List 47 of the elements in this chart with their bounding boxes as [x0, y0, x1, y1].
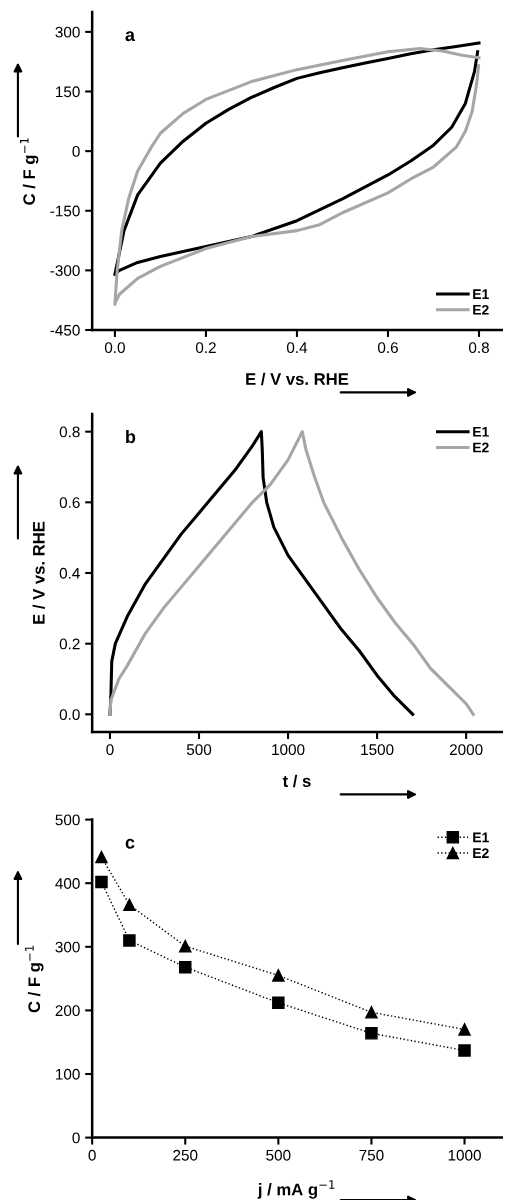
y-tick-label: 100 — [56, 1068, 80, 1080]
x-tick-label: 1000 — [448, 1149, 481, 1161]
legend-label: E2 — [473, 848, 489, 858]
y-tick-label: 150 — [56, 86, 80, 98]
x-axis-title: t / s — [282, 774, 311, 788]
annotation: a — [125, 31, 136, 42]
y-axis-title: C / F g$^{−1}$ — [25, 945, 44, 1013]
x-axis-title: j / mA g$^{−1}$ — [257, 1180, 335, 1199]
y-tick-label: 300 — [55, 941, 80, 953]
y-tick-label: 0.0 — [59, 709, 80, 721]
x-tick-label: 0.6 — [377, 342, 398, 354]
legend-label: E2 — [473, 304, 489, 315]
y-tick-label: 0.8 — [59, 426, 80, 438]
y-tick-label: 200 — [55, 1005, 80, 1017]
legend-label: E1 — [473, 832, 489, 843]
y-axis-title: C / F g$^{−1}$ — [20, 138, 39, 205]
x-tick-label: 2000 — [449, 744, 483, 756]
y-tick-label: 300 — [55, 26, 80, 38]
y-tick-label: 0 — [72, 145, 80, 157]
x-tick-label: 250 — [173, 1149, 198, 1161]
x-tick-label: 1000 — [272, 744, 305, 756]
x-axis-title: E / V vs. RHE — [246, 372, 349, 386]
y-tick-label: -150 — [50, 205, 80, 217]
x-tick-label: 500 — [266, 1149, 291, 1161]
x-tick-label: 0 — [88, 1149, 96, 1161]
y-tick-label: 500 — [55, 814, 80, 826]
y-tick-label: 0.6 — [59, 497, 80, 509]
y-tick-label: -450 — [50, 324, 80, 336]
x-tick-label: 0.8 — [468, 342, 489, 354]
x-tick-label: 1500 — [361, 744, 394, 756]
legend-label: E1 — [473, 427, 489, 437]
x-tick-label: 0.4 — [286, 342, 308, 354]
y-tick-label: 400 — [55, 878, 80, 889]
y-tick-label: 0 — [72, 1132, 80, 1144]
x-tick-label: 0 — [106, 744, 114, 756]
y-tick-label: 0.4 — [59, 567, 80, 579]
x-tick-label: 0.0 — [104, 342, 125, 354]
annotation: b — [126, 429, 136, 444]
legend-label: E1 — [473, 289, 489, 299]
y-axis-title: E / V vs. RHE — [32, 521, 45, 624]
y-tick-label: -300 — [50, 265, 80, 277]
x-tick-label: 500 — [186, 744, 212, 756]
x-tick-label: 0.2 — [195, 342, 216, 354]
y-tick-label: 0.2 — [59, 638, 80, 650]
x-tick-label: 750 — [359, 1149, 384, 1161]
annotation: c — [125, 838, 135, 849]
legend-label: E2 — [473, 442, 489, 453]
